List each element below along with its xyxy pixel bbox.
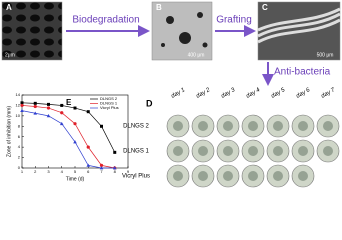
x-tick-label: 7 (100, 169, 103, 174)
inhibition-zone (248, 146, 258, 156)
x-tick-label: 4 (61, 169, 64, 174)
data-point (46, 114, 51, 118)
scale-label: 2μm (5, 52, 15, 58)
inhibition-zone (298, 146, 308, 156)
scale-label: 400 μm (188, 52, 205, 58)
inhibition-zone (173, 121, 183, 131)
y-tick-label: 14 (16, 92, 21, 97)
y-tick-label: 6 (18, 134, 21, 139)
y-tick-label: 0 (18, 165, 21, 170)
row-label: DLNGS 2 (123, 124, 149, 130)
data-point (86, 145, 90, 149)
y-axis-label: Zone of inhibition (mm) (6, 106, 12, 157)
inhibition-zone (223, 121, 233, 131)
column-label: day 3 (220, 87, 236, 100)
data-point (33, 111, 38, 115)
data-point (20, 101, 24, 105)
arrow-label: Biodegradation (72, 15, 139, 26)
data-point (100, 124, 103, 128)
page: {"panels":{"a":{"label":"A","scale":"2μm… (0, 0, 342, 189)
column-label: day 6 (295, 87, 311, 100)
inhibition-zone (273, 171, 283, 181)
data-point (47, 102, 50, 106)
legend-label: DLNGS 1 (100, 101, 118, 106)
inhibition-zone (223, 171, 233, 181)
scale-label: 500 μm (317, 52, 334, 58)
y-tick-label: 2 (18, 155, 21, 160)
inhibition-zone (273, 121, 283, 131)
data-point (73, 140, 77, 144)
panel-label: E (66, 98, 72, 107)
data-point (46, 106, 51, 110)
panel-a-image (1, 1, 63, 61)
column-label: day 1 (170, 87, 186, 100)
x-tick-label: 8 (114, 169, 117, 174)
data-point (59, 121, 64, 126)
data-point (86, 163, 91, 167)
column-label: day 7 (320, 87, 336, 100)
data-point (60, 111, 64, 115)
x-tick-label: 1 (21, 169, 24, 174)
inhibition-zone (248, 121, 258, 131)
y-tick-label: 4 (18, 144, 21, 149)
x-tick-label: 9 (127, 169, 130, 174)
panel-label: A (6, 3, 12, 12)
x-axis-label: Time (d) (66, 176, 85, 182)
data-point (33, 104, 37, 109)
column-label: day 4 (245, 87, 261, 100)
data-point (73, 106, 77, 110)
inhibition-zone (198, 146, 208, 156)
inhibition-zone (173, 171, 183, 181)
data-point (20, 108, 24, 113)
data-point (112, 166, 117, 170)
data-point (73, 122, 77, 126)
panel-label: C (262, 3, 268, 12)
data-point (33, 101, 37, 105)
inhibition-zone (198, 121, 208, 131)
data-point (113, 150, 117, 154)
x-tick-label: 6 (87, 169, 90, 174)
inhibition-zone (273, 146, 283, 156)
data-line (21, 110, 115, 169)
data-line (21, 102, 116, 153)
data-point (99, 166, 104, 170)
x-tick-label: 2 (34, 169, 37, 174)
inhibition-zone (223, 146, 233, 156)
data-line (21, 105, 115, 169)
inhibition-zone (323, 146, 333, 156)
legend-label: DLNGS 2 (100, 96, 118, 101)
inhibition-zone (248, 171, 258, 181)
row-label: DLNGS 1 (123, 149, 149, 155)
column-label: day 2 (195, 87, 211, 100)
data-point (86, 110, 90, 114)
data-point (60, 103, 64, 107)
y-tick-label: 8 (18, 123, 21, 128)
x-tick-label: 3 (47, 169, 50, 174)
y-tick-label: 12 (16, 102, 21, 107)
inhibition-zone (173, 146, 183, 156)
arrow-label: Grafting (216, 15, 252, 26)
column-label: day 5 (270, 87, 286, 100)
figure: A 2μm Biodegradation B 400 μm Grafting C… (1, 1, 341, 188)
legend-label: Vicryl Plus (100, 105, 119, 110)
inhibition-zone (298, 121, 308, 131)
arrow-label: Anti-bacteria (274, 67, 331, 78)
inhibition-zone (298, 171, 308, 181)
x-tick-label: 5 (74, 169, 77, 174)
panel-label: B (156, 3, 162, 12)
panel-label: D (146, 98, 153, 108)
data-point (99, 163, 104, 167)
row-label: Vicryl Plus (122, 174, 150, 180)
inhibition-zone (323, 121, 333, 131)
panel-b-image (151, 1, 213, 61)
y-tick-label: 10 (16, 113, 21, 118)
inhibition-zone (198, 171, 208, 181)
data-point (20, 103, 24, 108)
